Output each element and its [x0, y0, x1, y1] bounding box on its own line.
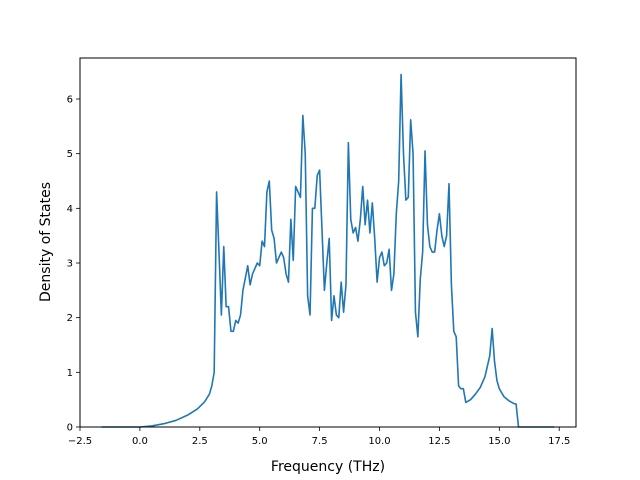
x-tick-label: 5.0: [252, 436, 268, 447]
x-tick-label: 15.0: [488, 436, 510, 447]
y-tick-label: 3: [67, 259, 73, 270]
x-tick-label: 10.0: [368, 436, 390, 447]
y-axis-ticks: 0 1 2 3 4 5 6: [67, 95, 80, 434]
x-tick-label: −2.5: [68, 436, 92, 447]
x-tick-label: 7.5: [312, 436, 328, 447]
y-tick-label: 0: [67, 423, 73, 434]
plot-area: [101, 73, 555, 428]
axes-frame: [79, 57, 577, 428]
y-tick-label: 4: [67, 204, 73, 215]
x-tick-label: 17.5: [548, 436, 570, 447]
x-axis-ticks: −2.5 0.0 2.5 5.0 7.5 10.0 12.5 15.0 17.5: [68, 427, 570, 447]
y-tick-label: 1: [67, 368, 73, 379]
y-tick-label: 2: [67, 313, 73, 324]
y-tick-label: 5: [67, 149, 73, 160]
x-tick-label: 0.0: [132, 436, 148, 447]
y-tick-label: 6: [67, 95, 73, 106]
y-axis-label: Density of States: [38, 182, 54, 302]
dos-series-line: [101, 73, 555, 428]
x-axis-label: Frequency (THz): [271, 459, 385, 475]
x-tick-label: 2.5: [192, 436, 208, 447]
x-tick-label: 12.5: [428, 436, 450, 447]
